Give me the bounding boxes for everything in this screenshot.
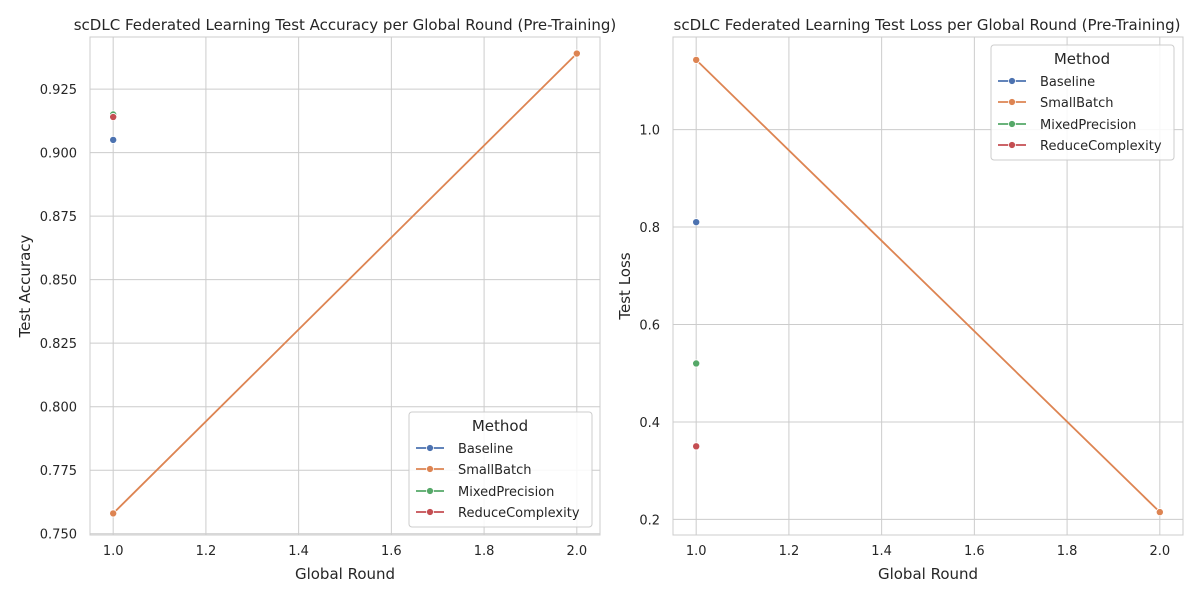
loss-legend-dot-smallbatch — [1008, 98, 1016, 106]
loss-legend: Method Baseline SmallBatch MixedPrecisio… — [990, 44, 1175, 161]
accuracy-legend-label-baseline: Baseline — [458, 442, 513, 457]
accuracy-y-tick-label: 0.925 — [40, 83, 77, 98]
loss-legend-dot-reducecomplexity — [1008, 141, 1016, 149]
accuracy-y-tick-label: 0.850 — [40, 274, 77, 289]
accuracy-legend-dot-smallbatch — [426, 465, 434, 473]
accuracy-legend-label-smallbatch: SmallBatch — [458, 463, 531, 478]
loss-point-smallbatch — [1155, 508, 1164, 517]
accuracy-legend-dot-baseline — [426, 444, 434, 452]
accuracy-chart: scDLC Federated Learning Test Accuracy p… — [16, 16, 616, 583]
accuracy-legend: Method Baseline SmallBatch MixedPrecisio… — [408, 411, 593, 528]
loss-chart: scDLC Federated Learning Test Loss per G… — [616, 16, 1184, 583]
accuracy-x-axis-label: Global Round — [295, 565, 395, 583]
accuracy-y-axis-label: Test Accuracy — [16, 234, 34, 338]
loss-legend-label-reducecomplexity: ReduceComplexity — [1040, 139, 1162, 154]
accuracy-legend-entry-reducecomplexity: ReduceComplexity — [416, 506, 580, 521]
accuracy-y-tick-label: 0.800 — [40, 401, 77, 416]
loss-legend-dot-mixedprecision — [1008, 120, 1016, 128]
accuracy-legend-label-reducecomplexity: ReduceComplexity — [458, 506, 580, 521]
accuracy-x-tick-label: 1.8 — [474, 544, 495, 559]
loss-y-tick-label: 0.6 — [639, 318, 660, 333]
loss-tick-labels: 1.0 1.2 1.4 1.6 1.8 2.0 0.2 0.4 0.6 0.8 1.0 — [639, 124, 1170, 559]
accuracy-grid — [90, 37, 600, 535]
loss-y-axis-label: Test Loss — [616, 252, 634, 320]
loss-y-tick-label: 0.2 — [639, 513, 660, 528]
accuracy-tick-labels: 1.0 1.2 1.4 1.6 1.8 2.0 0.750 0.775 0.800 0.825 0.… — [40, 83, 587, 559]
loss-legend-dot-baseline — [1008, 77, 1016, 85]
accuracy-x-tick-label: 1.2 — [196, 544, 217, 559]
loss-x-tick-label: 1.8 — [1057, 544, 1078, 559]
accuracy-legend-entry-smallbatch: SmallBatch — [416, 463, 531, 478]
accuracy-series — [109, 49, 581, 518]
accuracy-legend-dot-reducecomplexity — [426, 508, 434, 516]
accuracy-y-tick-label: 0.775 — [40, 464, 77, 479]
loss-x-axis-label: Global Round — [878, 565, 978, 583]
accuracy-point-smallbatch — [572, 49, 581, 58]
loss-legend-label-smallbatch: SmallBatch — [1040, 96, 1113, 111]
loss-legend-label-baseline: Baseline — [1040, 75, 1095, 90]
loss-point-mixedprecision — [692, 359, 701, 368]
accuracy-legend-entry-baseline: Baseline — [416, 442, 513, 457]
loss-chart-title: scDLC Federated Learning Test Loss per G… — [674, 16, 1181, 34]
loss-x-tick-label: 1.0 — [686, 544, 707, 559]
loss-point-baseline — [692, 218, 701, 227]
accuracy-legend-label-mixedprecision: MixedPrecision — [458, 485, 554, 500]
loss-legend-entry-smallbatch: SmallBatch — [998, 96, 1113, 111]
loss-y-tick-label: 1.0 — [639, 124, 660, 139]
accuracy-point-baseline — [109, 135, 118, 144]
loss-x-tick-label: 1.6 — [964, 544, 985, 559]
loss-series — [692, 55, 1164, 517]
loss-legend-label-mixedprecision: MixedPrecision — [1040, 118, 1136, 133]
accuracy-chart-title: scDLC Federated Learning Test Accuracy p… — [74, 16, 617, 34]
accuracy-legend-dot-mixedprecision — [426, 487, 434, 495]
accuracy-point-reducecomplexity — [109, 113, 118, 122]
loss-series-line-smallbatch — [695, 59, 1161, 513]
loss-y-tick-label: 0.8 — [639, 221, 660, 236]
accuracy-y-tick-label: 0.875 — [40, 210, 77, 225]
accuracy-legend-title: Method — [472, 417, 528, 435]
loss-x-tick-label: 1.4 — [871, 544, 892, 559]
loss-x-tick-label: 1.2 — [779, 544, 800, 559]
loss-y-tick-label: 0.4 — [639, 416, 660, 431]
accuracy-x-tick-label: 1.4 — [288, 544, 309, 559]
accuracy-legend-entry-mixedprecision: MixedPrecision — [416, 485, 554, 500]
loss-point-smallbatch — [692, 55, 701, 64]
loss-legend-box — [990, 44, 1175, 161]
loss-legend-entry-reducecomplexity: ReduceComplexity — [998, 139, 1162, 154]
loss-legend-entry-baseline: Baseline — [998, 75, 1095, 90]
loss-point-reducecomplexity — [692, 442, 701, 451]
loss-legend-entry-mixedprecision: MixedPrecision — [998, 118, 1136, 133]
accuracy-x-tick-label: 1.6 — [381, 544, 402, 559]
accuracy-y-tick-label: 0.750 — [40, 528, 77, 543]
accuracy-x-tick-label: 2.0 — [566, 544, 587, 559]
accuracy-legend-box — [408, 411, 593, 528]
loss-legend-title: Method — [1054, 50, 1110, 68]
accuracy-y-tick-label: 0.900 — [40, 147, 77, 162]
accuracy-y-tick-label: 0.825 — [40, 337, 77, 352]
accuracy-x-tick-label: 1.0 — [103, 544, 124, 559]
accuracy-point-smallbatch — [109, 509, 118, 518]
accuracy-series-line-smallbatch — [112, 52, 578, 515]
loss-x-tick-label: 2.0 — [1149, 544, 1170, 559]
